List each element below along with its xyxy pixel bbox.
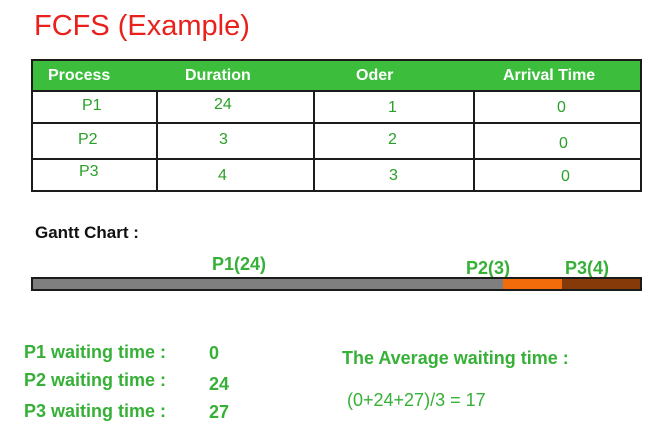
table-divider (31, 158, 642, 160)
table-divider (313, 91, 315, 192)
process-table-header: Process Duration Oder Arrival Time (31, 59, 642, 92)
header-duration: Duration (185, 67, 251, 84)
table-cell-duration: 3 (219, 131, 228, 148)
table-cell-process: P1 (82, 97, 102, 114)
gantt-bar (31, 277, 642, 291)
table-cell-arrival: 0 (561, 168, 570, 185)
gantt-segment-p2 (502, 279, 562, 289)
header-order: Oder (356, 67, 394, 84)
waiting-time-value-p2: 24 (209, 374, 230, 394)
waiting-time-value-p3: 27 (209, 402, 230, 422)
gantt-label-p2: P2(3) (466, 258, 511, 278)
table-cell-order: 2 (388, 131, 397, 148)
table-cell-duration: 24 (214, 96, 232, 113)
header-arrival-time: Arrival Time (503, 67, 596, 84)
waiting-time-value-p1: 0 (209, 343, 220, 363)
waiting-time-label-p2: P2 waiting time : (24, 370, 167, 390)
gantt-segment-p1 (33, 279, 503, 289)
gantt-label-p3: P3(4) (565, 258, 610, 278)
table-cell-arrival: 0 (557, 99, 566, 116)
gantt-chart-title: Gantt Chart : (35, 223, 139, 242)
page-title: FCFS (Example) (34, 10, 250, 42)
average-waiting-time-label: The Average waiting time : (342, 348, 569, 368)
process-table-body (31, 91, 642, 192)
waiting-time-label-p1: P1 waiting time : (24, 342, 167, 362)
table-cell-order: 3 (389, 167, 398, 184)
table-cell-duration: 4 (218, 167, 227, 184)
table-cell-order: 1 (388, 99, 397, 116)
gantt-label-p1: P1(24) (212, 254, 267, 274)
table-divider (31, 122, 642, 124)
table-divider (156, 91, 158, 192)
table-cell-process: P3 (79, 163, 99, 180)
table-divider (473, 91, 475, 192)
gantt-segment-p3 (561, 279, 640, 289)
header-process: Process (48, 67, 111, 84)
waiting-time-label-p3: P3 waiting time : (24, 401, 167, 421)
average-waiting-time-formula: (0+24+27)/3 = 17 (347, 390, 486, 410)
table-cell-arrival: 0 (559, 135, 568, 152)
table-cell-process: P2 (78, 131, 98, 148)
